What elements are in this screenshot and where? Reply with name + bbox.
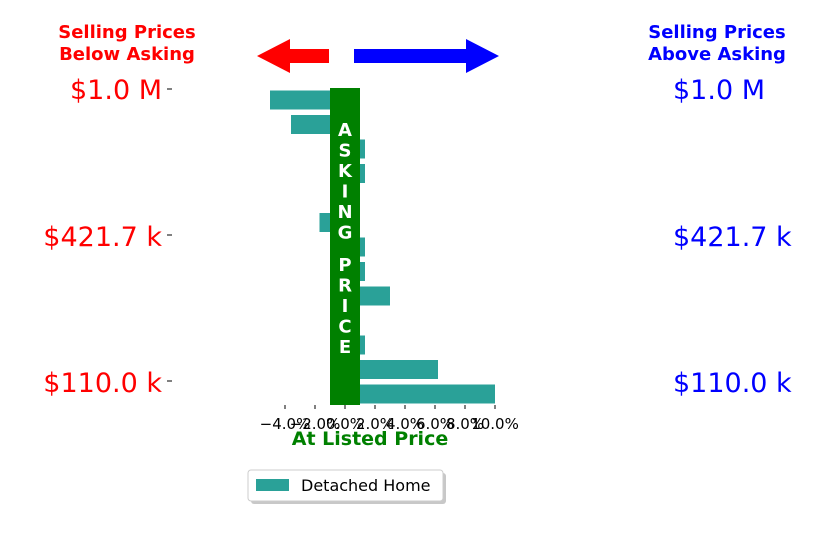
band-letter: R xyxy=(338,276,352,297)
x-axis-ticks: −4.0%−2.0%0.0%2.0%4.0%6.0%8.0%10.0% xyxy=(260,405,519,433)
x-tick-label: 8.0% xyxy=(446,415,484,433)
x-axis-label: At Listed Price xyxy=(292,428,448,450)
legend-label: Detached Home xyxy=(301,476,431,495)
left-price-label-mid: $421.7 k xyxy=(43,222,162,253)
band-letter: N xyxy=(337,202,352,223)
right-arrow-icon xyxy=(354,39,499,73)
left-price-label-top: $1.0 M xyxy=(70,75,162,106)
band-letter: C xyxy=(338,317,351,338)
header-left-line2: Below Asking xyxy=(59,44,195,65)
band-letter: E xyxy=(339,337,351,358)
x-tick-label: 2.0% xyxy=(356,415,394,433)
header-right-line2: Above Asking xyxy=(648,44,786,65)
legend-swatch xyxy=(256,479,289,491)
bar xyxy=(270,90,330,110)
header-right-line1: Selling Prices xyxy=(648,22,785,43)
band-letter: S xyxy=(339,141,352,162)
bar xyxy=(291,115,330,134)
right-price-label-top: $1.0 M xyxy=(673,75,765,106)
x-tick-label: −2.0% xyxy=(290,415,341,433)
x-tick-label: −4.0% xyxy=(260,415,311,433)
x-tick-label: 6.0% xyxy=(416,415,454,433)
band-letter: P xyxy=(338,255,351,276)
right-price-label-mid: $421.7 k xyxy=(673,222,792,253)
bar-stub xyxy=(360,139,365,159)
bars-group xyxy=(270,90,495,404)
header-left-line1: Selling Prices xyxy=(58,22,195,43)
bar-stub xyxy=(360,237,365,257)
bar xyxy=(319,213,330,232)
legend-box xyxy=(247,469,444,502)
x-tick-label: 10.0% xyxy=(471,415,519,433)
bar-stub xyxy=(360,335,365,355)
bar-stub xyxy=(360,164,365,183)
x-tick-label: 0.0% xyxy=(326,415,364,433)
band-letter: I xyxy=(342,296,349,317)
band-letter: G xyxy=(338,223,353,244)
band-letter: I xyxy=(342,182,349,203)
left-price-label-bottom: $110.0 k xyxy=(43,368,162,399)
asking-price-band xyxy=(330,88,360,405)
bar xyxy=(360,286,390,306)
band-letter: A xyxy=(338,120,352,141)
bar xyxy=(360,360,438,379)
right-price-label-bottom: $110.0 k xyxy=(673,368,792,399)
left-arrow-icon xyxy=(257,39,329,73)
band-letter: K xyxy=(338,161,353,182)
bar-stub xyxy=(360,262,365,281)
bar xyxy=(360,384,495,404)
legend: Detached Home xyxy=(247,469,446,504)
x-tick-label: 4.0% xyxy=(386,415,424,433)
